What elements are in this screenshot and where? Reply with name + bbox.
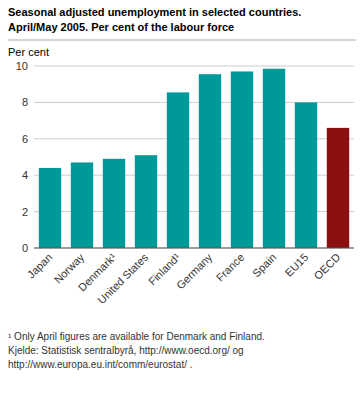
- bar: [167, 92, 189, 248]
- y-tick-label: 6: [22, 133, 28, 145]
- bar: [199, 74, 221, 248]
- footnote: ¹ Only April figures are available for D…: [8, 331, 265, 342]
- y-tick-label: 8: [22, 96, 28, 108]
- x-tick-label: United States: [95, 251, 151, 307]
- bar: [295, 102, 317, 248]
- y-tick-label: 0: [22, 242, 28, 254]
- title: Seasonal adjusted unemployment in select…: [8, 6, 301, 18]
- bar: [39, 168, 61, 248]
- x-tick-label: Germany: [174, 251, 215, 292]
- chart: Seasonal adjusted unemployment in select…: [0, 0, 364, 413]
- bar: [71, 162, 93, 248]
- x-tick-label: EU15: [282, 251, 310, 279]
- bar: [327, 128, 349, 248]
- grid-line: [34, 248, 354, 249]
- bars: [39, 69, 349, 248]
- separator: [8, 40, 356, 41]
- x-tick-label: France: [214, 251, 247, 284]
- bar: [231, 71, 253, 248]
- x-tick-label: OECD: [311, 251, 342, 282]
- x-tick-label: Japan: [25, 251, 55, 281]
- bar: [103, 159, 125, 248]
- bar: [263, 69, 285, 248]
- y-tick-label: 10: [16, 60, 28, 72]
- y-tick-label: 2: [22, 206, 28, 218]
- y-axis-label: Per cent: [8, 46, 49, 58]
- y-tick-label: 4: [22, 169, 28, 181]
- footnote: http://www.europa.eu.int/comm/eurostat/ …: [8, 359, 193, 370]
- bar: [135, 155, 157, 248]
- footnote: Kjelde: Statistisk sentralbyrå, http://w…: [8, 345, 244, 356]
- x-axis-line: [34, 248, 354, 249]
- subtitle: April/May 2005. Per cent of the labour f…: [8, 21, 234, 33]
- grid-line: [34, 66, 354, 67]
- x-tick-label: Spain: [250, 251, 278, 279]
